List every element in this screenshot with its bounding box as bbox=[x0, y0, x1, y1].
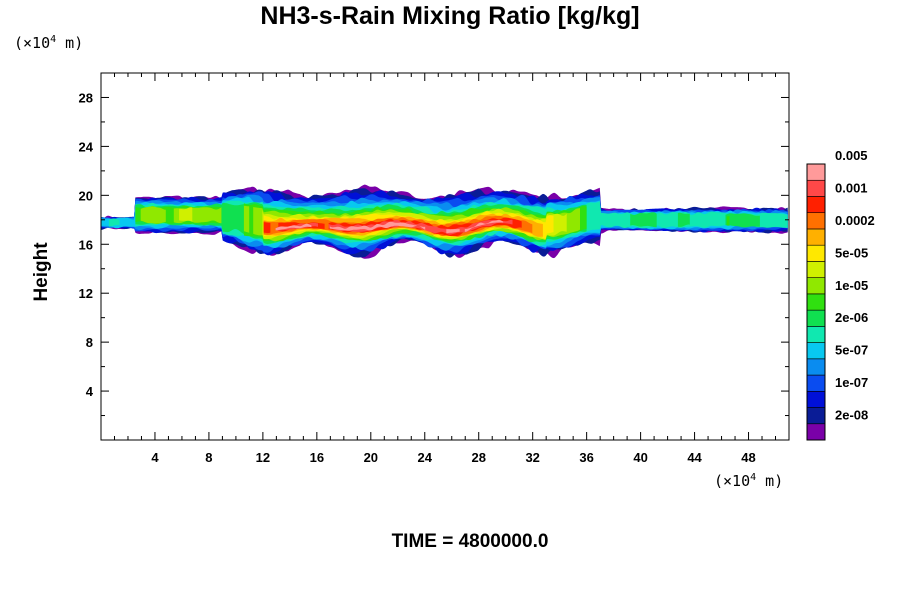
colorbar-label: 5e-05 bbox=[835, 245, 868, 260]
x-tick-label: 44 bbox=[687, 450, 702, 465]
colorbar-frame bbox=[806, 163, 826, 441]
colorbar-label: 1e-05 bbox=[835, 278, 868, 293]
contour-level-14 bbox=[263, 222, 271, 234]
colorbar-label: 2e-08 bbox=[835, 408, 868, 423]
colorbar-swatch bbox=[806, 244, 826, 262]
colorbar-swatch bbox=[806, 196, 826, 214]
colorbar-swatch bbox=[806, 309, 826, 327]
y-axis-unit: (×104 m) bbox=[14, 34, 84, 52]
colorbar-swatch bbox=[806, 358, 826, 376]
colorbar-label: 0.0002 bbox=[835, 213, 875, 228]
colorbar-swatch bbox=[806, 228, 826, 246]
x-axis-unit: (×104 m) bbox=[714, 472, 784, 490]
x-tick-label: 40 bbox=[633, 450, 647, 465]
colorbar-swatch bbox=[806, 342, 826, 360]
contour-level-16 bbox=[464, 219, 504, 232]
contour-level-7 bbox=[630, 212, 657, 228]
contour-level-6 bbox=[108, 218, 120, 227]
x-tick-label: 24 bbox=[418, 450, 433, 465]
colorbar-swatch bbox=[806, 390, 826, 408]
contour-level-9 bbox=[243, 205, 250, 233]
y-tick-label: 8 bbox=[86, 335, 93, 350]
contour-field bbox=[101, 184, 788, 259]
x-tick-label: 16 bbox=[310, 450, 324, 465]
colorbar-swatch bbox=[806, 212, 826, 230]
colorbar-label: 0.001 bbox=[835, 180, 868, 195]
colorbar: 2e-08 1e-07 5e-07 2e-06 1e-05 5e-05 0.0002 0.00… bbox=[806, 148, 875, 441]
time-label: TIME = 4800000.0 bbox=[391, 531, 549, 552]
x-tick-label: 32 bbox=[525, 450, 539, 465]
contour-level-10 bbox=[179, 207, 193, 222]
contour-level-8 bbox=[726, 216, 730, 226]
x-tick-label: 4 bbox=[151, 450, 159, 465]
colorbar-swatch bbox=[806, 326, 826, 343]
colorbar-swatch bbox=[806, 374, 826, 392]
colorbar-swatch bbox=[806, 407, 826, 425]
y-tick-label: 12 bbox=[79, 286, 93, 301]
contour-level-16 bbox=[275, 223, 312, 231]
colorbar-label: 5e-07 bbox=[835, 343, 868, 358]
x-tick-label: 20 bbox=[364, 450, 378, 465]
x-tick-label: 8 bbox=[205, 450, 212, 465]
x-tick-label: 28 bbox=[471, 450, 485, 465]
y-tick-label: 16 bbox=[79, 237, 93, 252]
contour-level-7 bbox=[725, 213, 760, 228]
y-tick-label: 20 bbox=[79, 188, 93, 203]
contour-level-9 bbox=[140, 206, 166, 224]
contour-level-7 bbox=[677, 212, 690, 227]
chart-title: NH3-s-Rain Mixing Ratio [kg/kg] bbox=[260, 2, 640, 30]
x-tick-label: 12 bbox=[256, 450, 270, 465]
colorbar-swatch bbox=[806, 261, 826, 278]
colorbar-swatch bbox=[806, 423, 826, 441]
y-tick-label: 4 bbox=[86, 384, 94, 399]
colorbar-label: 0.005 bbox=[835, 148, 868, 163]
x-tick-label: 48 bbox=[741, 450, 755, 465]
colorbar-label: 1e-07 bbox=[835, 375, 868, 390]
y-tick-label: 28 bbox=[79, 90, 93, 105]
contour-level-16 bbox=[329, 221, 426, 231]
colorbar-swatch bbox=[806, 293, 826, 311]
contour-level-16 bbox=[446, 229, 460, 234]
colorbar-swatch bbox=[806, 277, 826, 295]
y-tick-label: 24 bbox=[79, 139, 94, 154]
colorbar-swatch bbox=[806, 179, 826, 197]
x-tick-label: 36 bbox=[579, 450, 593, 465]
plot-frame bbox=[100, 72, 790, 441]
colorbar-swatch bbox=[806, 163, 826, 181]
colorbar-label: 2e-06 bbox=[835, 310, 868, 325]
